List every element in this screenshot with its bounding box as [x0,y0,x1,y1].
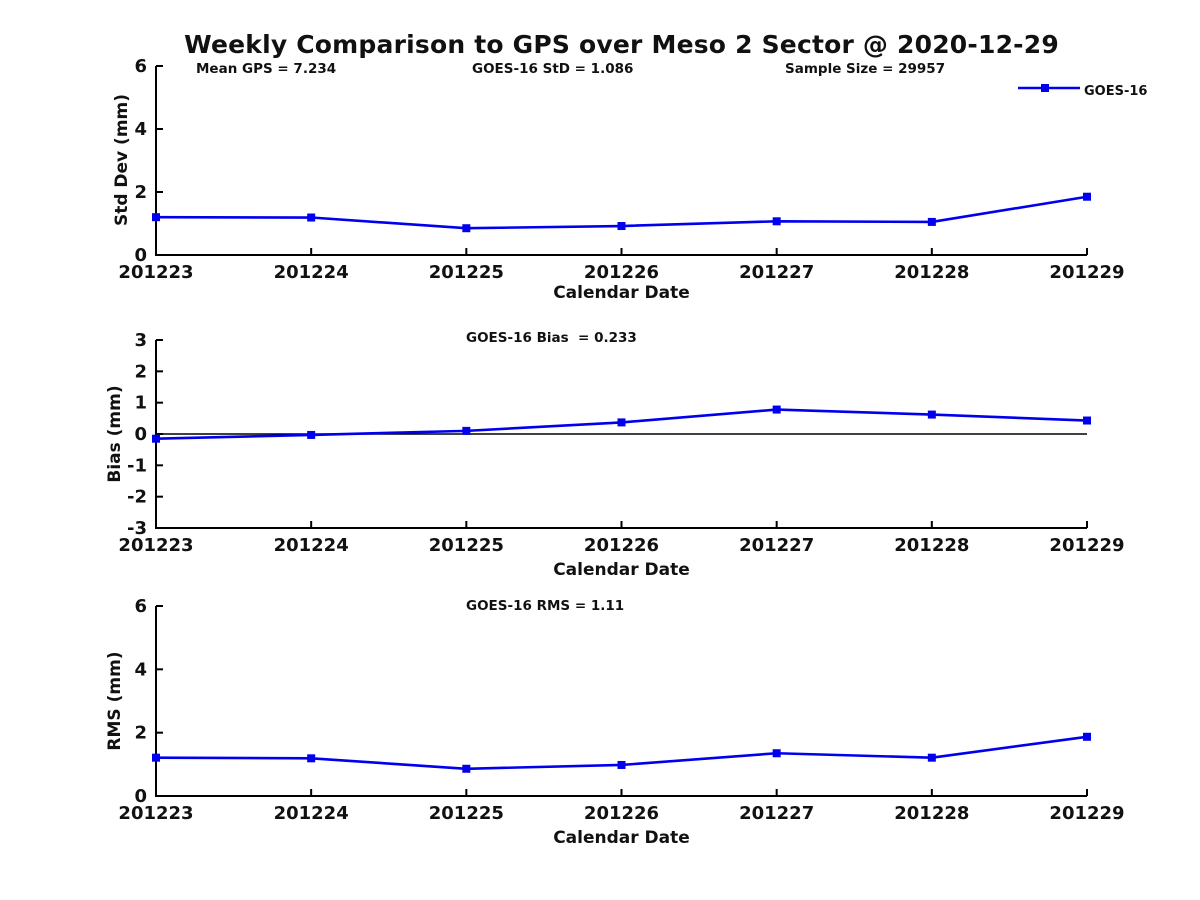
x-tick-label: 201227 [739,262,814,283]
stat-mean-gps: Mean GPS = 7.234 [196,61,337,77]
y-axis-label-rms: RMS (mm) [105,651,125,751]
y-tick-label: 4 [134,119,147,140]
x-tick-label: 201228 [894,535,969,556]
y-tick-label: 1 [134,393,147,414]
data-point-marker [152,213,160,222]
data-point-marker [1083,732,1091,741]
legend: GOES-16 [1084,80,1147,100]
y-tick-label: 6 [134,56,147,77]
x-tick-label: 201223 [118,262,193,283]
x-axis-label-rms: Calendar Date [553,828,690,848]
data-point-marker [927,753,936,762]
y-tick-label: 2 [134,361,147,382]
x-tick-label: 201224 [274,803,349,824]
y-tick-label: 4 [134,659,147,680]
x-tick-label: 201225 [429,262,504,283]
data-point-marker [772,405,781,414]
y-tick-label: 6 [134,596,147,617]
x-tick-label: 201227 [739,803,814,824]
data-point-marker [927,217,936,226]
data-point-marker [1083,192,1091,201]
y-tick-label: -1 [127,455,147,476]
y-axis-label-bias: Bias (mm) [105,385,125,483]
data-point-marker [462,426,471,435]
x-tick-label: 201226 [584,262,659,283]
x-tick-label: 201229 [1049,535,1124,556]
x-tick-label: 201228 [894,803,969,824]
x-tick-label: 201227 [739,535,814,556]
stat-goes16-std: GOES-16 StD = 1.086 [472,61,634,77]
x-tick-label: 201229 [1049,803,1124,824]
legend-marker-icon [1041,84,1049,92]
y-tick-label: -2 [127,487,147,508]
data-point-marker [152,753,160,762]
y-tick-label: 2 [134,723,147,744]
data-point-marker [617,222,626,231]
stat-sample-size: Sample Size = 29957 [785,61,946,77]
data-point-marker [307,213,316,222]
figure-title: Weekly Comparison to GPS over Meso 2 Sec… [184,30,1059,59]
legend-label: GOES-16 [1084,84,1148,99]
x-tick-label: 201224 [274,535,349,556]
data-point-marker [927,410,936,419]
x-tick-label: 201224 [274,262,349,283]
data-point-marker [772,217,781,226]
x-tick-label: 201226 [584,803,659,824]
y-tick-label: 2 [134,182,147,203]
x-axis-label-bias: Calendar Date [553,560,690,580]
x-tick-label: 201223 [118,535,193,556]
y-tick-label: 0 [134,786,147,807]
x-tick-label: 201225 [429,803,504,824]
stat-goes16-bias: GOES-16 Bias = 0.233 [466,330,637,346]
data-point-marker [462,224,471,233]
x-tick-label: 201223 [118,803,193,824]
y-axis-label-stddev: Std Dev (mm) [112,93,132,227]
y-tick-label: 0 [134,424,147,445]
x-axis-label-stddev: Calendar Date [553,283,690,303]
data-point-marker [307,754,316,763]
x-tick-label: 201225 [429,535,504,556]
y-tick-label: -3 [127,518,147,539]
stat-goes16-rms: GOES-16 RMS = 1.11 [466,598,625,614]
data-point-marker [462,764,471,773]
x-tick-label: 201229 [1049,262,1124,283]
data-point-marker [1083,416,1091,425]
data-point-marker [617,760,626,769]
y-tick-label: 3 [134,330,147,351]
x-tick-label: 201228 [894,262,969,283]
data-point-marker [307,430,316,439]
data-point-marker [152,434,160,443]
data-point-marker [617,418,626,427]
x-tick-label: 201226 [584,535,659,556]
y-tick-label: 0 [134,245,147,266]
data-point-marker [772,749,781,758]
